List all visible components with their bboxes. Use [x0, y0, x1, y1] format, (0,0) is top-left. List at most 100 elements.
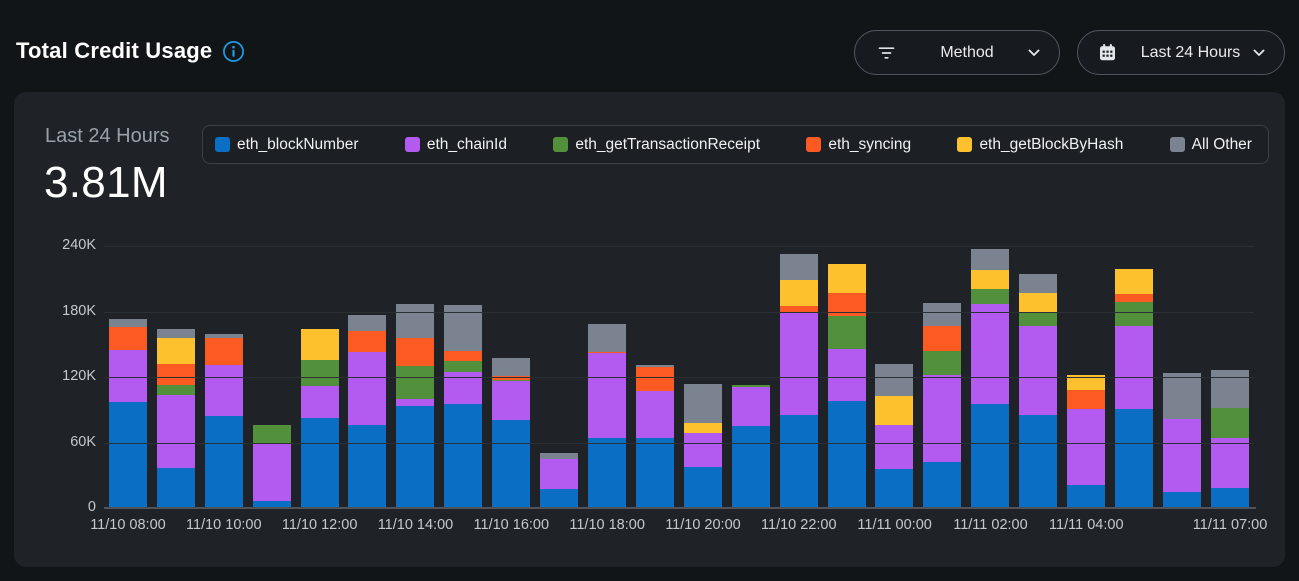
bar-segment-eth_getBlockByHash[interactable] [971, 270, 1010, 289]
bar-11-10-18-00[interactable] [583, 246, 631, 508]
bar-segment-eth_blockNumber[interactable] [108, 402, 147, 508]
bar-segment-eth_getTransactionReceipt[interactable] [300, 359, 339, 386]
bar-segment-All Other[interactable] [204, 334, 243, 338]
bar-segment-eth_syncing[interactable] [492, 375, 531, 381]
bar-11-10-11-00[interactable] [248, 246, 296, 508]
bar-segment-eth_blockNumber[interactable] [923, 462, 962, 508]
bar-segment-eth_getTransactionReceipt[interactable] [396, 366, 435, 399]
bar-segment-eth_syncing[interactable] [108, 326, 147, 350]
bar-11-10-21-00[interactable] [727, 246, 775, 508]
bar-segment-eth_blockNumber[interactable] [252, 501, 291, 508]
bar-segment-All Other[interactable] [588, 323, 627, 352]
legend-item-eth_blockNumber[interactable]: eth_blockNumber [215, 136, 358, 154]
bar-11-11-07-00[interactable] [1206, 246, 1254, 508]
bar-segment-eth_chainId[interactable] [1210, 438, 1249, 489]
bar-segment-eth_getTransactionReceipt[interactable] [1019, 312, 1058, 326]
bar-segment-eth_getTransactionReceipt[interactable] [444, 360, 483, 372]
bar-segment-eth_syncing[interactable] [204, 337, 243, 366]
bar-11-10-23-00[interactable] [823, 246, 871, 508]
bar-segment-eth_blockNumber[interactable] [731, 426, 770, 508]
bar-segment-eth_chainId[interactable] [1162, 418, 1201, 492]
bar-segment-eth_blockNumber[interactable] [683, 466, 722, 508]
bar-segment-eth_syncing[interactable] [1067, 390, 1106, 409]
bar-segment-eth_blockNumber[interactable] [1114, 408, 1153, 508]
bar-segment-eth_blockNumber[interactable] [827, 401, 866, 508]
bar-segment-eth_getTransactionReceipt[interactable] [923, 350, 962, 375]
bar-segment-All Other[interactable] [108, 319, 147, 327]
bar-11-10-09-00[interactable] [152, 246, 200, 508]
time-range-dropdown[interactable]: Last 24 Hours [1077, 30, 1285, 75]
bar-segment-eth_getBlockByHash[interactable] [1019, 292, 1058, 313]
bar-segment-All Other[interactable] [348, 314, 387, 332]
bar-segment-eth_blockNumber[interactable] [204, 416, 243, 508]
bar-segment-All Other[interactable] [875, 363, 914, 396]
bar-segment-eth_blockNumber[interactable] [971, 404, 1010, 508]
bar-segment-eth_chainId[interactable] [1067, 408, 1106, 486]
bar-segment-All Other[interactable] [540, 453, 579, 459]
bar-segment-All Other[interactable] [683, 383, 722, 423]
bar-segment-eth_getTransactionReceipt[interactable] [1210, 407, 1249, 439]
bar-segment-eth_chainId[interactable] [492, 381, 531, 420]
bar-segment-eth_blockNumber[interactable] [875, 468, 914, 508]
bar-segment-eth_getTransactionReceipt[interactable] [252, 425, 291, 443]
bar-segment-eth_chainId[interactable] [156, 394, 195, 468]
bar-segment-eth_syncing[interactable] [923, 325, 962, 351]
bar-segment-eth_blockNumber[interactable] [540, 489, 579, 508]
bar-11-10-22-00[interactable] [775, 246, 823, 508]
bar-segment-eth_blockNumber[interactable] [156, 467, 195, 508]
bar-segment-eth_syncing[interactable] [396, 337, 435, 367]
bar-segment-eth_blockNumber[interactable] [348, 425, 387, 508]
legend-item-All Other[interactable]: All Other [1169, 136, 1252, 154]
bar-segment-All Other[interactable] [396, 303, 435, 338]
legend-item-eth_getTransactionReceipt[interactable]: eth_getTransactionReceipt [553, 136, 760, 154]
bar-segment-eth_chainId[interactable] [348, 351, 387, 426]
bar-segment-eth_getBlockByHash[interactable] [156, 337, 195, 364]
bar-segment-All Other[interactable] [444, 304, 483, 351]
bar-11-10-20-00[interactable] [679, 246, 727, 508]
bar-segment-eth_syncing[interactable] [444, 350, 483, 361]
bar-segment-eth_chainId[interactable] [204, 365, 243, 417]
bar-segment-eth_getBlockByHash[interactable] [827, 263, 866, 293]
bar-segment-eth_blockNumber[interactable] [779, 415, 818, 508]
bar-segment-eth_getBlockByHash[interactable] [1067, 374, 1106, 391]
bar-segment-eth_chainId[interactable] [1114, 325, 1153, 409]
bar-segment-eth_getTransactionReceipt[interactable] [156, 384, 195, 395]
bar-11-10-19-00[interactable] [631, 246, 679, 508]
bar-segment-eth_chainId[interactable] [731, 386, 770, 427]
bar-11-11-06-00[interactable] [1158, 246, 1206, 508]
bar-segment-eth_getTransactionReceipt[interactable] [492, 380, 531, 382]
bar-segment-eth_chainId[interactable] [252, 442, 291, 502]
legend-item-eth_getBlockByHash[interactable]: eth_getBlockByHash [957, 136, 1123, 154]
bar-segment-eth_blockNumber[interactable] [588, 438, 627, 508]
bar-11-10-16-00[interactable] [487, 246, 535, 508]
bar-segment-eth_getBlockByHash[interactable] [300, 328, 339, 360]
bar-segment-eth_syncing[interactable] [348, 331, 387, 352]
bar-11-10-10-00[interactable] [200, 246, 248, 508]
bar-segment-eth_getTransactionReceipt[interactable] [731, 384, 770, 387]
bar-segment-All Other[interactable] [156, 329, 195, 338]
bar-11-11-03-00[interactable] [1014, 246, 1062, 508]
bar-segment-eth_chainId[interactable] [971, 303, 1010, 405]
bar-segment-eth_getTransactionReceipt[interactable] [971, 288, 1010, 304]
bar-segment-eth_syncing[interactable] [779, 306, 818, 312]
bar-segment-eth_chainId[interactable] [875, 425, 914, 469]
bar-segment-eth_chainId[interactable] [827, 348, 866, 402]
bar-segment-eth_syncing[interactable] [827, 292, 866, 316]
bar-segment-eth_getBlockByHash[interactable] [1114, 268, 1153, 295]
info-icon[interactable] [222, 40, 245, 63]
bar-segment-eth_getBlockByHash[interactable] [683, 422, 722, 433]
bar-segment-eth_chainId[interactable] [396, 398, 435, 407]
bar-11-11-01-00[interactable] [918, 246, 966, 508]
bar-segment-eth_getTransactionReceipt[interactable] [1114, 301, 1153, 326]
bar-segment-eth_blockNumber[interactable] [444, 404, 483, 508]
bar-segment-eth_chainId[interactable] [588, 353, 627, 439]
bar-11-10-17-00[interactable] [535, 246, 583, 508]
bar-segment-eth_syncing[interactable] [1114, 294, 1153, 302]
bar-segment-eth_chainId[interactable] [300, 385, 339, 419]
bar-segment-eth_blockNumber[interactable] [635, 438, 674, 508]
method-dropdown[interactable]: Method [854, 30, 1060, 75]
bar-segment-All Other[interactable] [971, 249, 1010, 271]
bar-11-10-08-00[interactable] [104, 246, 152, 508]
bar-segment-All Other[interactable] [1210, 370, 1249, 408]
bar-segment-eth_chainId[interactable] [1019, 325, 1058, 416]
